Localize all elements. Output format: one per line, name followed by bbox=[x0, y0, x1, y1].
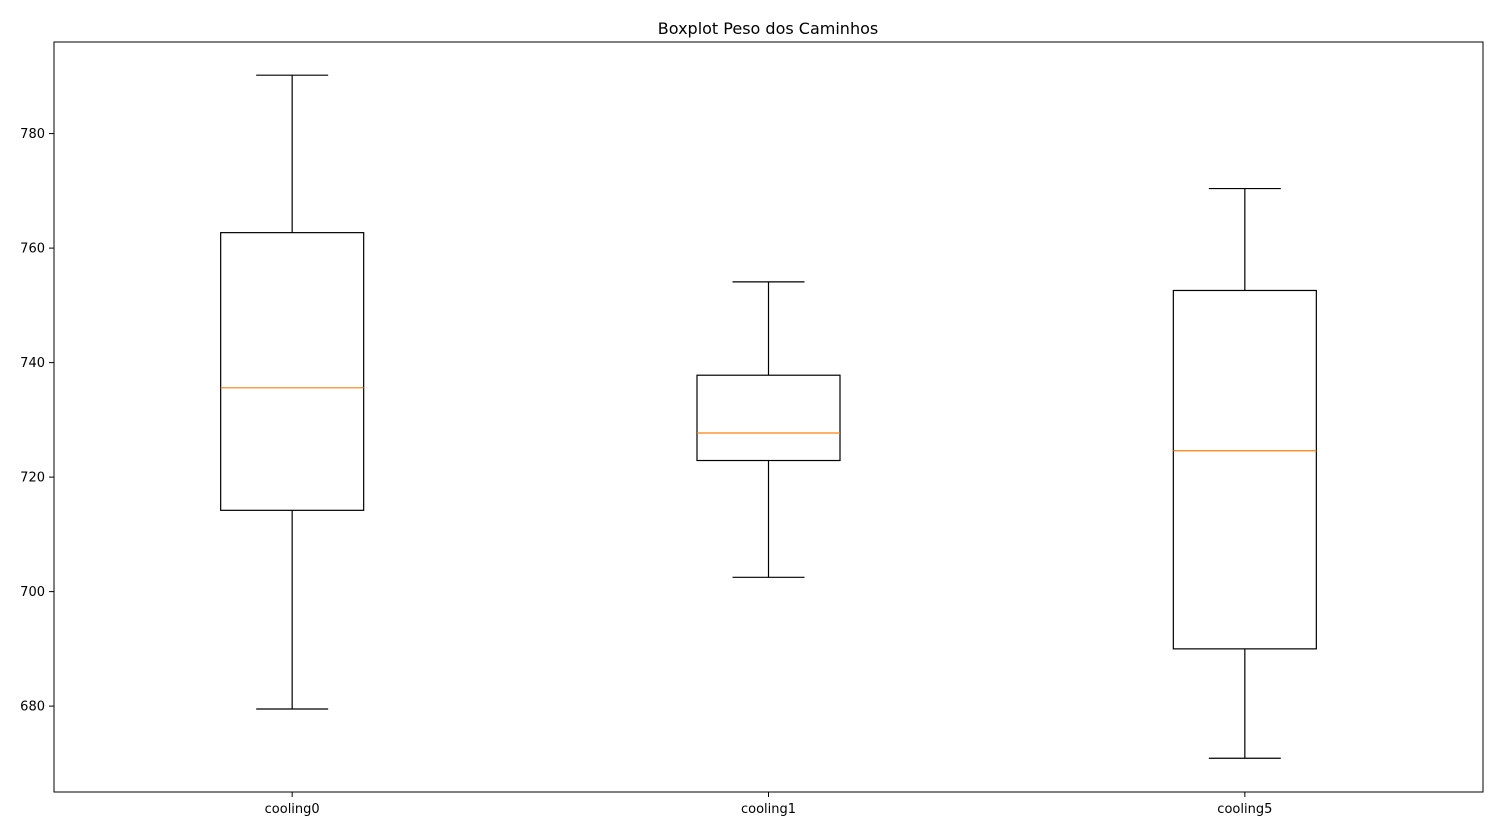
iqr-box bbox=[696, 374, 841, 462]
box-cooling0 bbox=[220, 74, 365, 710]
y-tick-label: 700 bbox=[20, 585, 45, 600]
box-cooling5 bbox=[1172, 187, 1317, 759]
iqr-box bbox=[220, 232, 365, 511]
y-tick-label: 760 bbox=[20, 242, 45, 257]
y-tick-label: 680 bbox=[20, 700, 45, 715]
x-tick-label: cooling1 bbox=[741, 802, 796, 817]
boxes-group bbox=[220, 74, 1317, 759]
y-tick-label: 740 bbox=[20, 356, 45, 371]
y-tick-label: 780 bbox=[20, 127, 45, 142]
x-tick-label: cooling5 bbox=[1217, 802, 1272, 817]
chart-title: Boxplot Peso dos Caminhos bbox=[658, 19, 878, 38]
y-axis: 680 700 720 740 760 780 bbox=[20, 127, 54, 715]
plot-area-frame bbox=[53, 41, 1484, 793]
y-tick-label: 720 bbox=[20, 471, 45, 486]
x-axis: cooling0 cooling1 cooling5 bbox=[265, 792, 1272, 817]
box-cooling1 bbox=[696, 281, 841, 578]
x-tick-label: cooling0 bbox=[265, 802, 320, 817]
iqr-box bbox=[1172, 289, 1317, 650]
